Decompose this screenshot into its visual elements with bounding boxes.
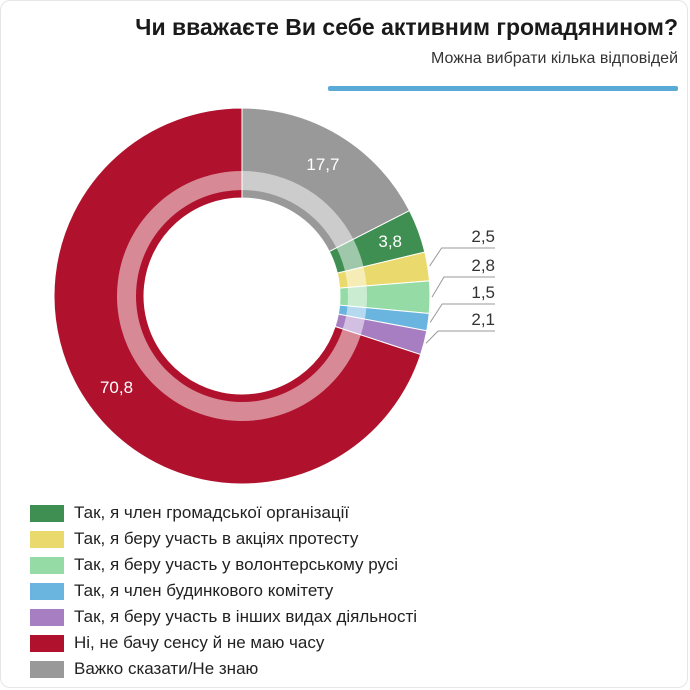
chart-subtitle: Можна вибрати кілька відповідей [431, 50, 678, 67]
legend-label: Так, я беру участь у волонтерському русі [74, 555, 399, 574]
legend-swatch [30, 660, 64, 678]
legend-swatch [30, 556, 64, 574]
segment-7-inner-band [242, 171, 354, 248]
segment-6-slice [53, 107, 422, 485]
segment-4-inner-band [346, 305, 367, 320]
legend-label: Важко сказати/Не знаю [74, 659, 259, 678]
segment-3-leader-line [431, 276, 495, 298]
legend-item: Так, я беру участь в інших видах діяльно… [30, 604, 417, 630]
legend-label: Ні, не бачу сенсу й не маю часу [74, 633, 325, 652]
segment-2-inner-band [345, 266, 367, 288]
legend-swatch [30, 504, 64, 522]
legend-swatch [30, 530, 64, 548]
segment-4-value-label: 1,5 [471, 283, 495, 302]
legend: Так, я член громадської організації Так, … [30, 500, 417, 682]
segment-1-value-label: 3,8 [378, 232, 402, 251]
legend-item: Так, я беру участь у волонтерському русі [30, 552, 417, 578]
legend-item: Важко сказати/Не знаю [30, 656, 417, 682]
legend-item: Ні, не бачу сенсу й не маю часу [30, 630, 417, 656]
legend-swatch [30, 582, 64, 600]
segment-7-value-label: 17,7 [306, 155, 339, 174]
segment-6-value-label: 70,8 [100, 378, 133, 397]
segment-7-slice [241, 107, 411, 253]
segment-5-inner-band [342, 315, 365, 335]
legend-item: Так, я беру участь в акціях протесту [30, 526, 417, 552]
segment-4-leader-line [429, 303, 495, 323]
segment-2-value-label: 2,5 [471, 227, 495, 246]
segment-3-value-label: 2,8 [471, 256, 495, 275]
segment-1-inner-band [336, 239, 364, 272]
legend-swatch [30, 634, 64, 652]
segment-5-value-label: 2,1 [471, 310, 495, 329]
legend-label: Так, я член будинкового комітету [74, 581, 334, 600]
chart-title: Чи вважаєте Ви себе активним громадянино… [135, 14, 678, 40]
legend-label: Так, я член громадської організації [74, 503, 350, 522]
segment-2-leader-line [429, 247, 495, 267]
legend-label: Так, я беру участь в інших видах діяльно… [74, 607, 418, 626]
legend-swatch [30, 608, 64, 626]
legend-label: Так, я беру участь в акціях протесту [74, 529, 359, 548]
segment-5-leader-line [425, 330, 495, 344]
segment-3-inner-band [347, 285, 367, 308]
accent-divider [328, 86, 678, 91]
legend-item: Так, я член громадської організації [30, 500, 417, 526]
legend-item: Так, я член будинкового комітету [30, 578, 417, 604]
